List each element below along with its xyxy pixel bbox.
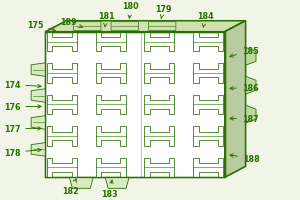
Polygon shape [47, 33, 77, 52]
Text: 178: 178 [4, 148, 41, 157]
Polygon shape [193, 95, 223, 115]
Text: 187: 187 [230, 114, 258, 123]
Polygon shape [47, 158, 77, 177]
Polygon shape [96, 126, 126, 146]
FancyBboxPatch shape [148, 23, 176, 31]
Polygon shape [246, 48, 256, 66]
Polygon shape [246, 77, 256, 95]
Polygon shape [145, 95, 175, 115]
Polygon shape [31, 143, 46, 156]
Polygon shape [96, 64, 126, 83]
Text: 174: 174 [4, 81, 41, 90]
Polygon shape [46, 22, 246, 32]
Polygon shape [193, 158, 223, 177]
Polygon shape [31, 89, 46, 103]
Polygon shape [225, 22, 246, 177]
Polygon shape [145, 126, 175, 146]
Polygon shape [246, 106, 256, 124]
Text: 182: 182 [62, 179, 79, 195]
Text: 183: 183 [101, 180, 118, 198]
Polygon shape [145, 64, 175, 83]
FancyBboxPatch shape [111, 23, 138, 31]
Polygon shape [145, 33, 175, 52]
Polygon shape [47, 126, 77, 146]
Text: 184: 184 [197, 12, 214, 28]
Text: 186: 186 [230, 84, 258, 93]
Polygon shape [96, 158, 126, 177]
Text: 189: 189 [61, 18, 82, 28]
Polygon shape [46, 32, 225, 177]
FancyBboxPatch shape [74, 23, 101, 31]
Polygon shape [31, 63, 46, 77]
Text: 175: 175 [27, 21, 55, 32]
Polygon shape [69, 177, 93, 188]
Polygon shape [31, 116, 46, 130]
Polygon shape [145, 158, 175, 177]
Polygon shape [96, 33, 126, 52]
Text: 188: 188 [230, 154, 260, 163]
Text: 176: 176 [4, 102, 41, 111]
Polygon shape [105, 177, 129, 188]
Text: 177: 177 [4, 124, 41, 133]
Text: 185: 185 [230, 47, 258, 58]
Polygon shape [96, 95, 126, 115]
Text: 180: 180 [122, 2, 139, 19]
Polygon shape [193, 64, 223, 83]
Polygon shape [47, 64, 77, 83]
Text: 179: 179 [155, 5, 172, 20]
Polygon shape [47, 95, 77, 115]
Polygon shape [193, 126, 223, 146]
Text: 181: 181 [98, 12, 115, 28]
Polygon shape [193, 33, 223, 52]
